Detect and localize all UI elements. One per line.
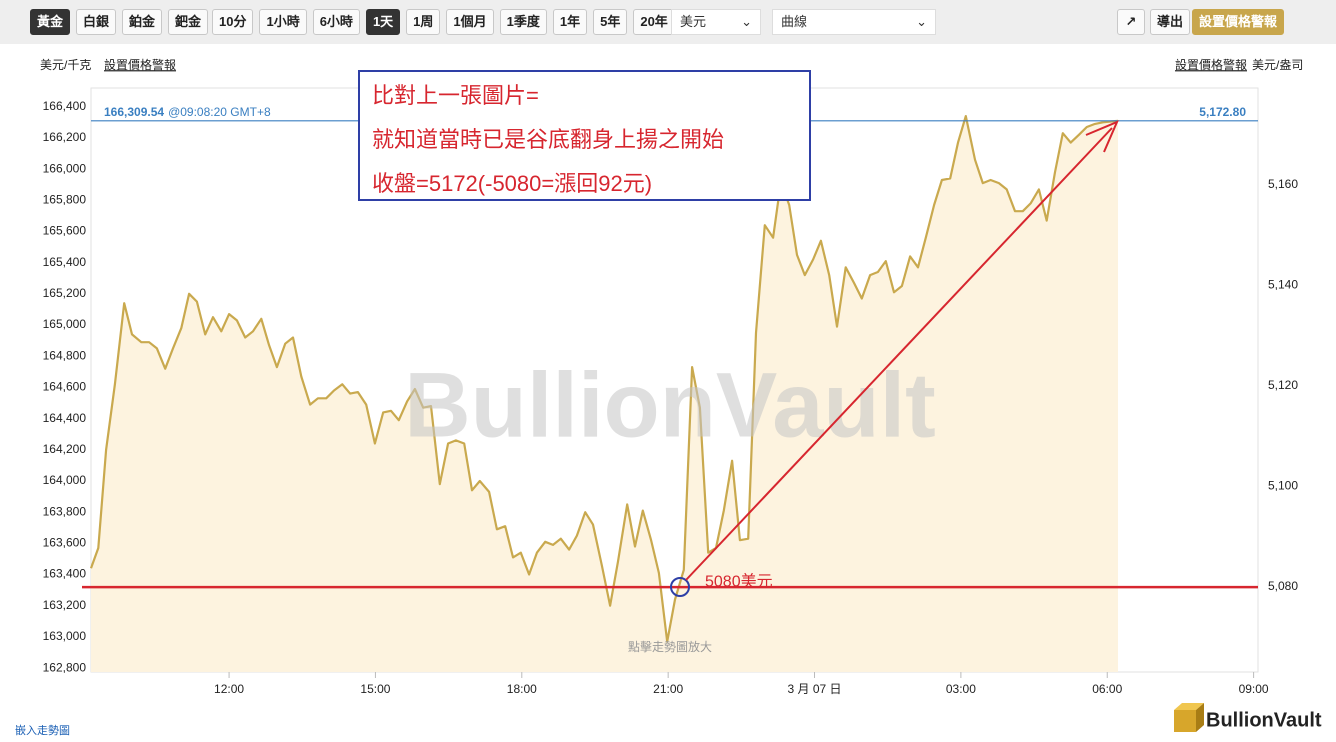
toolbar: 黃金 白銀 鉑金 鈀金 10分 1小時 6小時 1天 1周 1個月 1季度 1年 5年 20年 美元 ⌄ … (0, 0, 1336, 44)
y-tick-label: 166,400 (43, 99, 87, 113)
popout-button[interactable]: ↗ (1117, 9, 1145, 35)
right-unit: 美元/盎司 (1252, 58, 1303, 72)
price-line (89, 115, 1119, 643)
last-price: 166,309.54 (104, 105, 164, 119)
last-price-oz-label: 5,172.80 (1199, 105, 1246, 119)
currency-select[interactable]: 美元 ⌄ (671, 9, 761, 35)
period-tab[interactable]: 1周 (406, 9, 441, 35)
period-tab[interactable]: 6小時 (312, 9, 360, 35)
x-tick-label: 03:00 (946, 682, 976, 696)
period-tab[interactable]: 20年 (633, 9, 675, 35)
highlight-circle (670, 577, 690, 597)
x-tick-label: 3 月 07 日 (788, 682, 842, 696)
y-tick-label: 165,000 (43, 317, 87, 331)
metal-tab[interactable]: 白銀 (76, 9, 117, 35)
period-tab[interactable]: 1季度 (499, 9, 547, 35)
level-label: 5080美元 (705, 572, 773, 590)
y-tick-label: 165,600 (43, 224, 87, 238)
annotation-text: 就知道當時已是谷底翻身上揚之開始 (372, 127, 724, 152)
y-tick-label: 165,400 (43, 255, 87, 269)
y-tick-label: 163,000 (43, 629, 87, 643)
y2-tick-label: 5,120 (1268, 378, 1298, 392)
x-tick-label: 21:00 (653, 682, 683, 696)
x-tick-label: 18:00 (507, 682, 537, 696)
area (91, 116, 1118, 673)
y-tick-label: 163,600 (43, 536, 87, 550)
y-tick-label: 163,400 (43, 567, 87, 581)
y-tick-label: 163,200 (43, 598, 87, 612)
style-select[interactable]: 曲線 ⌄ (772, 9, 936, 35)
y2-tick-label: 5,100 (1268, 479, 1298, 493)
x-tick-label: 12:00 (214, 682, 244, 696)
x-tick-label: 09:00 (1239, 682, 1269, 696)
annotation-box (358, 70, 811, 201)
metal-tab[interactable]: 黃金 (30, 9, 71, 35)
plot: 162,800 163,000 163,200 163,400 163,600 163,8… (43, 99, 1299, 696)
x-tick-label: 15:00 (360, 682, 390, 696)
period-tabs: 10分 1小時 6小時 1天 1周 1個月 1季度 1年 5年 20年 (212, 9, 675, 35)
period-tab[interactable]: 10分 (212, 9, 254, 35)
y-tick-label: 164,000 (43, 473, 87, 487)
y-tick-label: 166,000 (43, 161, 87, 175)
y-tick-label: 164,600 (43, 380, 87, 394)
last-price-label: 166,309.54 @09:08:20 GMT+8 (104, 105, 271, 119)
x-tick-label: 06:00 (1092, 682, 1122, 696)
left-unit: 美元/千克 (40, 58, 91, 72)
export-button[interactable]: 導出 (1150, 9, 1191, 35)
trend-arrow (685, 127, 1113, 581)
logo-text: BullionVault (1206, 709, 1322, 731)
logo-icon (1174, 703, 1204, 732)
alert-button[interactable]: 設置價格警報 (1192, 9, 1285, 35)
chart-style: 曲線 (781, 14, 808, 29)
y-tick-label: 164,200 (43, 442, 87, 456)
annotation-text: 比對上一張圖片= (372, 83, 539, 108)
period-tab[interactable]: 5年 (593, 9, 628, 35)
metal-tab[interactable]: 鉑金 (122, 9, 163, 35)
arrow-head (1085, 120, 1119, 153)
y-tick-label: 162,800 (43, 660, 87, 674)
y2-tick-label: 5,140 (1268, 278, 1298, 292)
period-tab[interactable]: 1小時 (259, 9, 307, 35)
period-tab[interactable]: 1天 (365, 9, 401, 35)
annotation-text: 收盤=5172(-5080=漲回92元) (372, 171, 652, 196)
zoom-hint[interactable]: 點擊走勢圖放大 (628, 639, 712, 654)
period-tab[interactable]: 1個月 (446, 9, 494, 35)
y-tick-label: 165,200 (43, 286, 87, 300)
y2-tick-label: 5,080 (1268, 579, 1298, 593)
currency: 美元 (680, 14, 707, 29)
watermark: BullionVault (404, 354, 936, 456)
y-tick-label: 166,200 (43, 130, 87, 144)
embed-link[interactable]: 嵌入走勢圖 (15, 723, 70, 737)
y2-tick-label: 5,160 (1268, 177, 1298, 191)
right-alert-link[interactable]: 設置價格警報 (1175, 57, 1247, 72)
metal-tabs: 黃金 白銀 鉑金 鈀金 (30, 9, 209, 35)
y-tick-label: 163,800 (43, 504, 87, 518)
y-tick-label: 164,800 (43, 348, 87, 362)
metal-tab[interactable]: 鈀金 (168, 9, 209, 35)
y-tick-label: 164,400 (43, 411, 87, 425)
y-tick-label: 165,800 (43, 192, 87, 206)
left-alert-link[interactable]: 設置價格警報 (104, 57, 176, 72)
period-tab[interactable]: 1年 (552, 9, 588, 35)
last-time: @09:08:20 GMT+8 (168, 105, 271, 119)
